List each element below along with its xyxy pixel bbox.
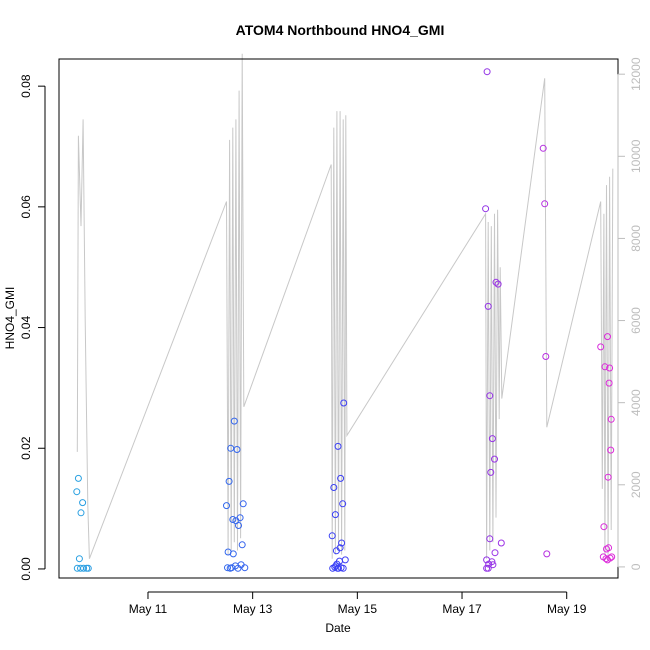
data-point xyxy=(603,545,610,553)
data-point xyxy=(225,477,233,485)
data-point xyxy=(239,500,247,508)
data-point xyxy=(497,539,505,547)
data-point xyxy=(489,561,497,569)
y2-tick-label: 10000 xyxy=(629,139,643,173)
data-point xyxy=(339,500,347,508)
data-point xyxy=(236,514,244,522)
y-tick-label: 0.06 xyxy=(19,195,33,219)
x-tick-label: May 11 xyxy=(129,602,168,616)
data-point xyxy=(494,280,502,288)
altitude-line xyxy=(76,53,614,559)
data-point xyxy=(604,473,612,481)
data-point xyxy=(223,502,230,510)
data-point xyxy=(337,474,345,482)
x-tick-label: May 15 xyxy=(338,602,378,616)
data-point xyxy=(331,511,339,519)
data-point xyxy=(484,564,492,572)
altitude-layer xyxy=(76,53,614,559)
data-point xyxy=(492,278,500,286)
y2-tick-label: 2000 xyxy=(629,471,643,498)
x-axis-label: Date xyxy=(325,621,351,635)
data-point xyxy=(491,549,499,557)
data-point xyxy=(84,564,92,572)
data-point xyxy=(486,535,494,543)
chart-title: ATOM4 Northbound HNO4_GMI xyxy=(236,22,445,38)
data-point xyxy=(241,564,249,572)
y2-tick-label: 6000 xyxy=(629,307,643,334)
data-point xyxy=(341,556,349,564)
data-point xyxy=(604,556,611,564)
data-point xyxy=(488,435,496,443)
y-axis-label: HNO4_GMI xyxy=(3,287,17,350)
data-point xyxy=(227,444,235,452)
x-axis: May 11 May 13 May 15 May 17 May 19 xyxy=(129,591,587,616)
data-point xyxy=(607,415,615,423)
data-point xyxy=(608,553,616,561)
data-point xyxy=(597,343,605,351)
data-point xyxy=(77,509,85,517)
data-point xyxy=(607,446,615,454)
data-point xyxy=(229,516,237,523)
y2-tick-label: 0 xyxy=(629,563,643,570)
data-point xyxy=(482,205,490,213)
x-tick-label: May 19 xyxy=(547,602,587,616)
y2-tick-label: 4000 xyxy=(629,389,643,416)
data-point xyxy=(541,200,549,208)
data-point xyxy=(230,417,238,425)
data-point xyxy=(235,522,242,529)
right-altitude-axis: 0 2000 4000 6000 8000 10000 12000 xyxy=(617,57,643,570)
data-point xyxy=(79,499,87,507)
y-tick-label: 0.04 xyxy=(19,316,33,340)
data-point xyxy=(486,392,494,400)
y2-tick-label: 8000 xyxy=(629,225,643,252)
data-point xyxy=(238,541,246,549)
data-point xyxy=(491,455,498,463)
data-point xyxy=(233,446,241,453)
data-point xyxy=(328,532,336,540)
data-point xyxy=(224,564,231,572)
points-layer xyxy=(73,68,616,572)
y-axis: 0.00 0.02 0.04 0.06 0.08 xyxy=(19,74,46,581)
data-point xyxy=(605,379,613,387)
data-point xyxy=(604,333,611,341)
data-point xyxy=(338,539,346,547)
x-tick-label: May 17 xyxy=(442,602,482,616)
x-tick-label: May 13 xyxy=(233,602,273,616)
data-point xyxy=(539,144,547,152)
y-tick-label: 0.08 xyxy=(19,74,33,98)
data-point xyxy=(330,484,338,491)
data-point xyxy=(542,353,550,360)
data-point xyxy=(340,399,348,407)
data-point xyxy=(600,523,608,531)
data-point xyxy=(74,474,82,482)
data-point xyxy=(487,468,495,476)
data-point xyxy=(606,364,614,372)
y-tick-label: 0.02 xyxy=(19,436,33,460)
data-point xyxy=(484,302,492,310)
y2-tick-label: 12000 xyxy=(629,57,643,91)
y-tick-label: 0.00 xyxy=(19,557,33,581)
data-point xyxy=(488,558,496,566)
data-point xyxy=(80,564,88,572)
data-point xyxy=(543,550,551,558)
data-point xyxy=(75,555,83,563)
data-point xyxy=(334,564,341,572)
data-point xyxy=(73,488,81,496)
data-point xyxy=(336,544,344,552)
data-point xyxy=(483,68,491,76)
data-point xyxy=(334,442,342,450)
data-point xyxy=(229,550,237,558)
data-point xyxy=(601,363,609,371)
